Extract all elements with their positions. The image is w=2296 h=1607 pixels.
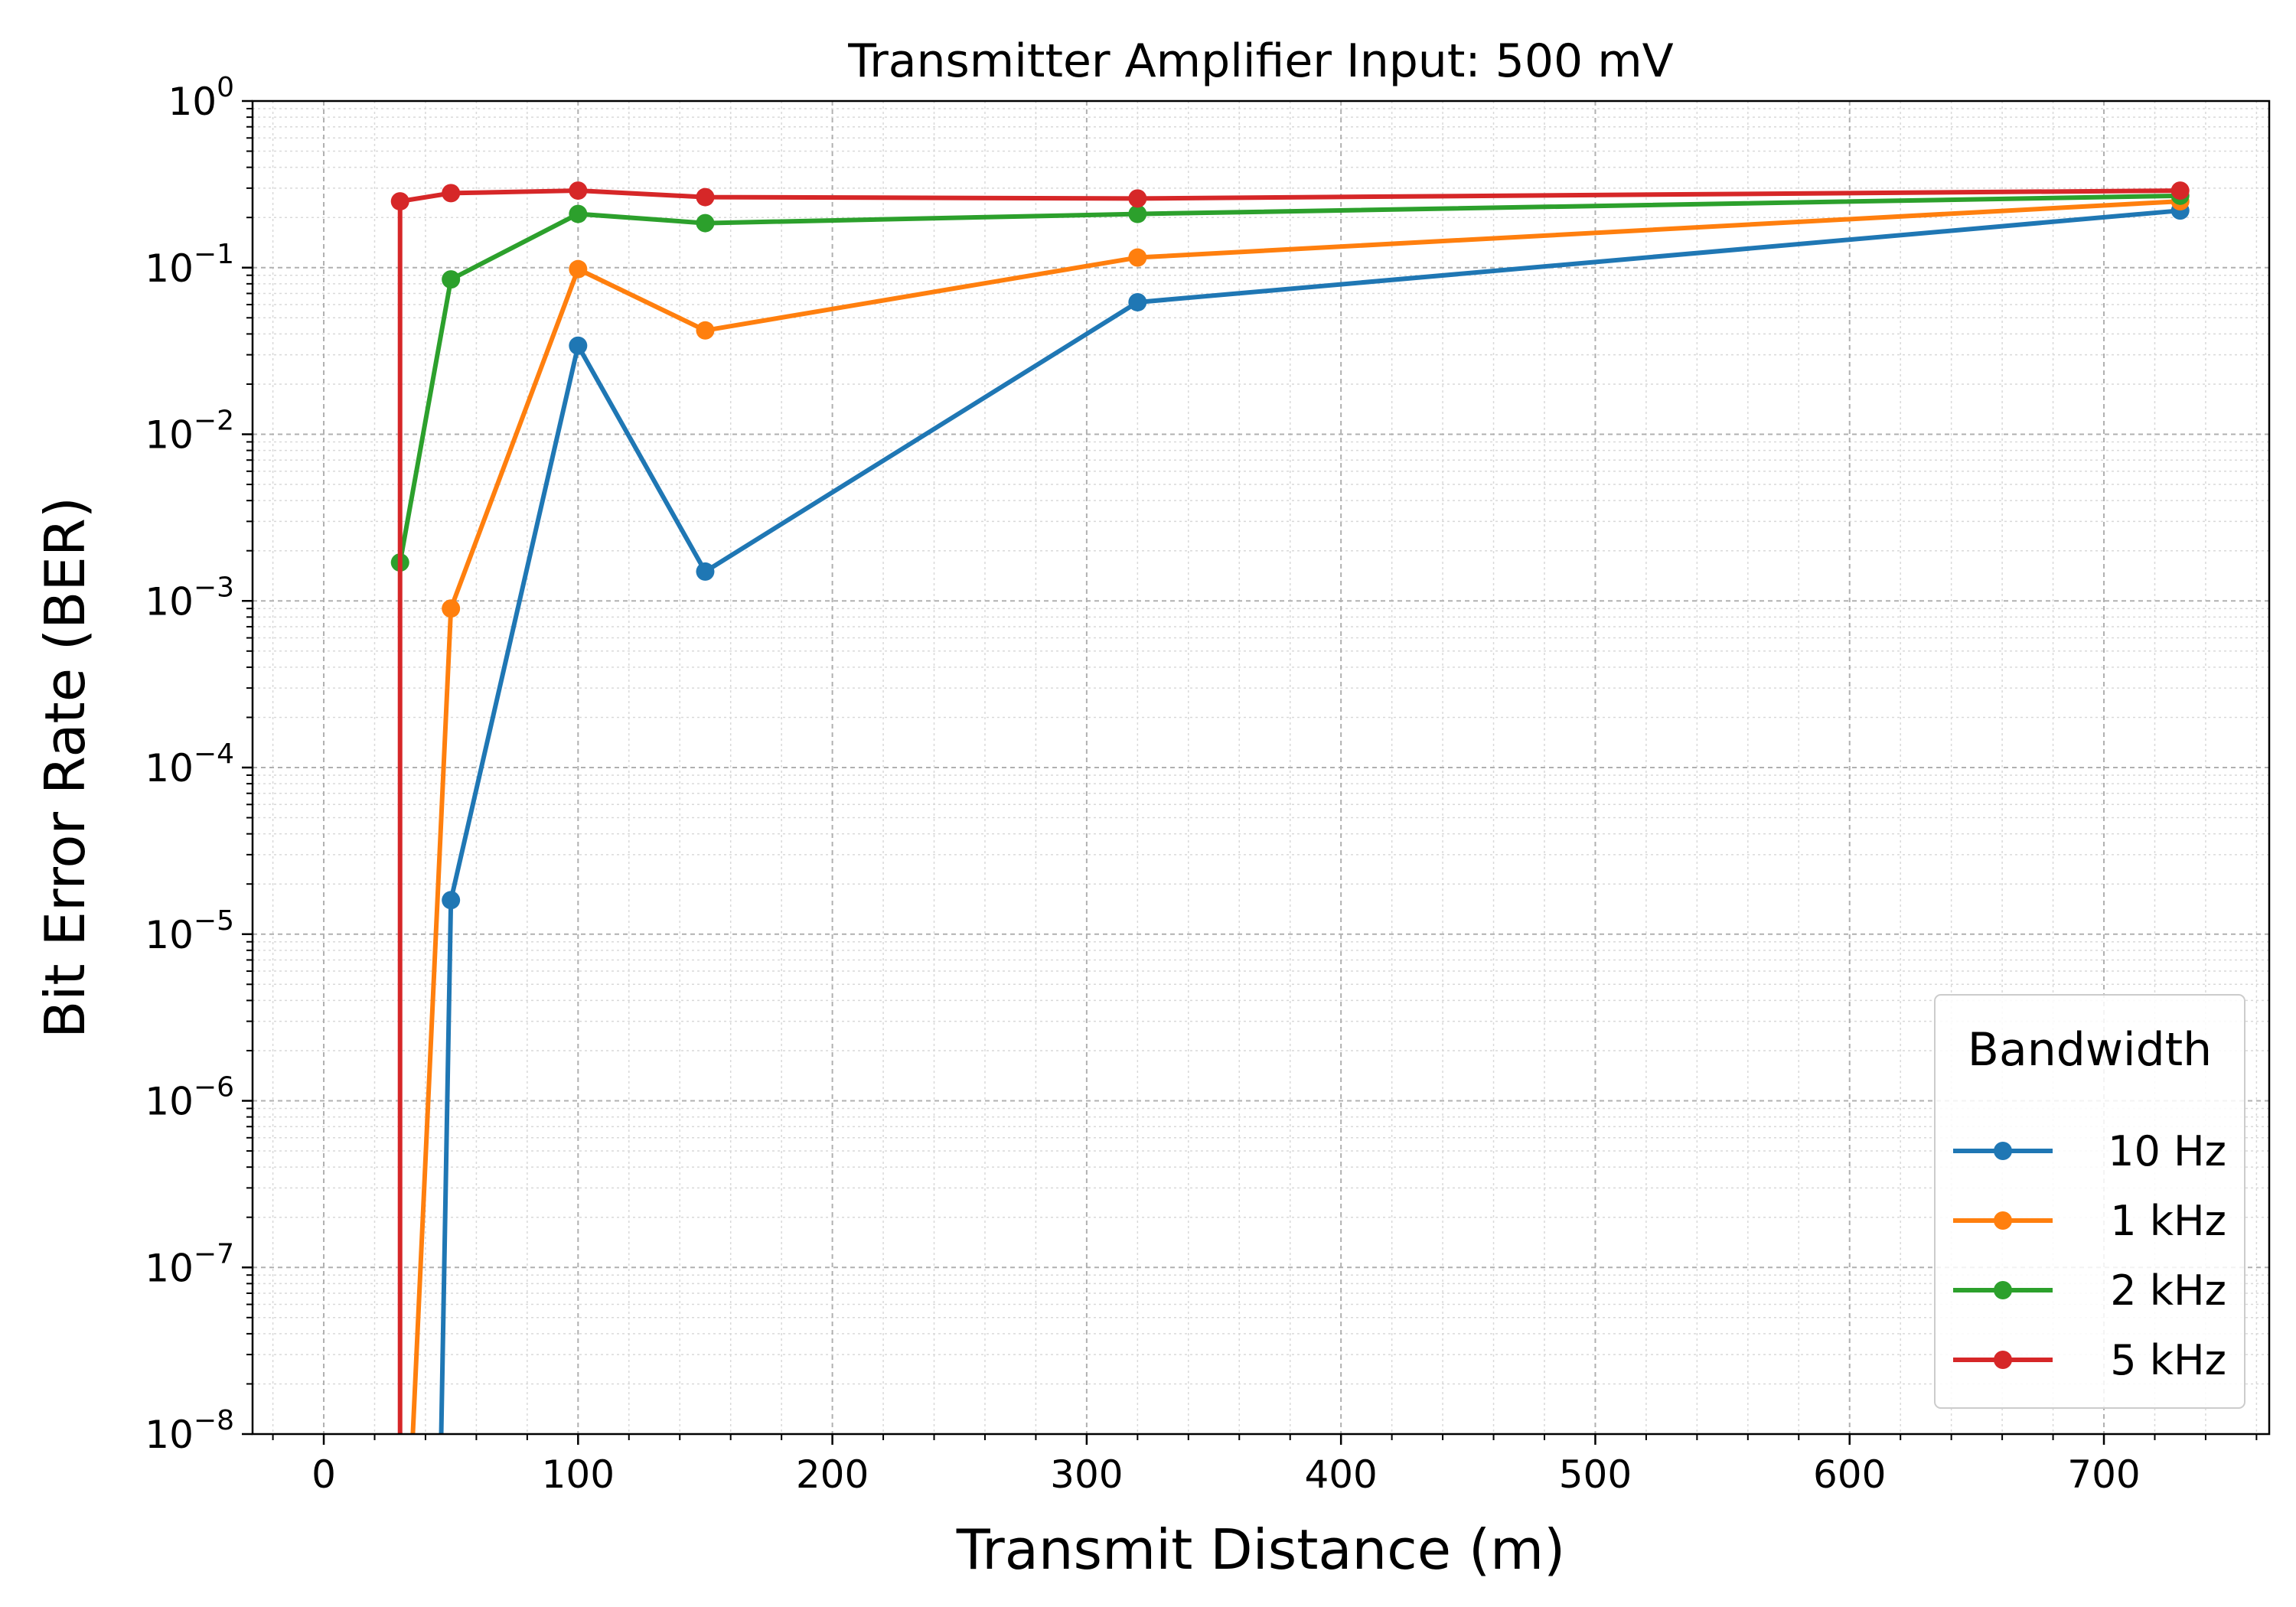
data-point <box>1128 189 1147 208</box>
plot-area <box>390 181 2190 1434</box>
legend-label-1: 1 kHz <box>2110 1197 2226 1245</box>
x-tick-label: 0 <box>311 1452 336 1497</box>
y-tick-label: 10−5 <box>145 905 234 957</box>
data-point <box>442 891 461 910</box>
data-point <box>442 599 461 618</box>
data-point <box>569 204 588 223</box>
y-tick-label: 10−6 <box>145 1072 234 1124</box>
legend-marker-3 <box>1994 1351 2012 1369</box>
data-point <box>442 270 461 289</box>
x-tick-label: 600 <box>1813 1452 1886 1497</box>
x-tick-label: 300 <box>1050 1452 1123 1497</box>
x-tick-label: 700 <box>2067 1452 2140 1497</box>
y-axis-label: Bit Error Rate (BER) <box>33 497 97 1038</box>
x-tick-label: 200 <box>796 1452 869 1497</box>
legend-label-2: 2 kHz <box>2110 1266 2226 1315</box>
y-tick-label: 10−7 <box>145 1238 234 1290</box>
legend-title: Bandwidth <box>1968 1023 2212 1077</box>
data-point <box>569 336 588 355</box>
data-point <box>696 187 715 207</box>
legend-marker-1 <box>1994 1211 2012 1230</box>
series-line-1 <box>410 199 2180 1434</box>
y-tick-label: 10−1 <box>145 239 234 291</box>
legend-label-3: 5 kHz <box>2110 1336 2226 1384</box>
series-line-0 <box>439 208 2180 1434</box>
x-tick-label: 400 <box>1304 1452 1377 1497</box>
data-point <box>696 321 715 340</box>
data-point <box>1128 292 1147 311</box>
data-point <box>696 562 715 581</box>
data-point <box>696 214 715 233</box>
y-tick-label: 10−8 <box>145 1405 234 1457</box>
data-point <box>1128 248 1147 267</box>
x-tick-label: 100 <box>542 1452 615 1497</box>
y-tick-label: 10−3 <box>145 572 234 624</box>
chart-title: Transmitter Amplifier Input: 500 mV <box>847 34 1673 88</box>
legend: Bandwidth 10 Hz 1 kHz 2 kHz 5 kHz <box>1934 994 2245 1409</box>
legend-label-0: 10 Hz <box>2108 1127 2226 1175</box>
axes: 0 100 200 300 400 500 600 700 100 10−1 10−2 10−3 10−… <box>145 72 2271 1497</box>
data-point <box>442 184 461 203</box>
data-point <box>2170 181 2190 200</box>
data-point <box>569 259 588 279</box>
data-point <box>390 192 409 211</box>
x-tick-label: 500 <box>1559 1452 1632 1497</box>
legend-marker-0 <box>1994 1142 2012 1160</box>
y-tick-label: 100 <box>168 72 234 124</box>
major-grid <box>253 100 2269 1435</box>
data-point <box>569 181 588 200</box>
y-tick-label: 10−2 <box>145 406 234 458</box>
y-tick-label: 10−4 <box>145 738 234 790</box>
data-point <box>1128 204 1147 223</box>
x-axis-label: Transmit Distance (m) <box>956 1517 1566 1582</box>
legend-box <box>1934 994 2245 1409</box>
series-line-2 <box>397 193 2180 563</box>
legend-marker-2 <box>1994 1281 2012 1299</box>
